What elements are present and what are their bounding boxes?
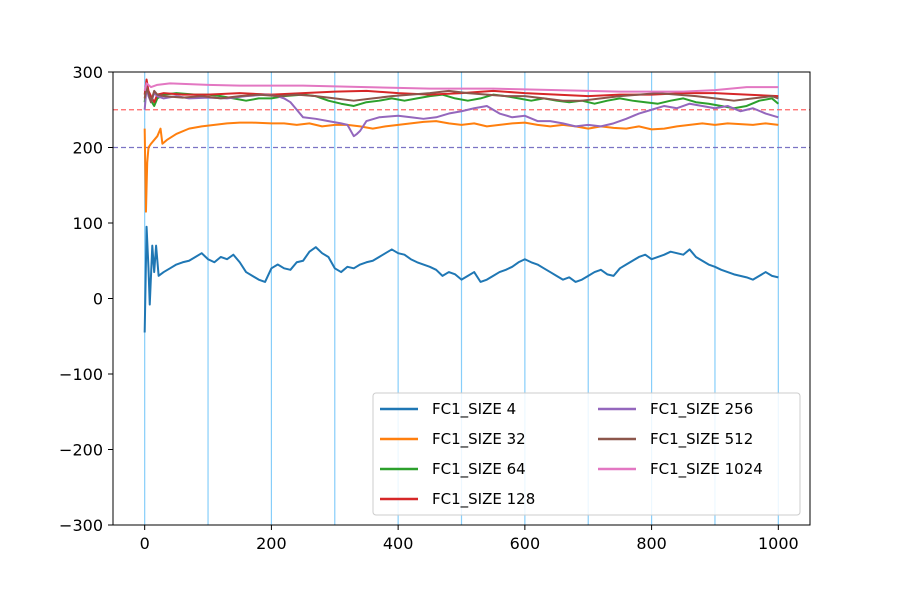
legend-label: FC1_SIZE 4 — [432, 400, 516, 419]
legend-label: FC1_SIZE 256 — [650, 400, 753, 419]
series-lines — [143, 78, 779, 333]
y-axis: −300 −200 −100 0 100 200 300 — [59, 63, 113, 535]
x-tick-label: 0 — [140, 534, 150, 553]
y-tick-label: −300 — [59, 516, 103, 535]
series-line — [143, 82, 779, 110]
legend-label: FC1_SIZE 512 — [650, 430, 753, 449]
y-tick-label: 300 — [72, 63, 103, 82]
x-tick-label: 400 — [383, 534, 414, 553]
y-tick-label: −200 — [59, 441, 103, 460]
legend: FC1_SIZE 4 FC1_SIZE 32 FC1_SIZE 64 FC1_SIZE… — [372, 392, 801, 516]
x-tick-label: 1000 — [758, 534, 799, 553]
y-tick-label: 100 — [72, 214, 103, 233]
series-line — [143, 225, 779, 333]
y-tick-label: −100 — [59, 365, 103, 384]
y-tick-label: 200 — [72, 139, 103, 158]
series-line — [143, 82, 779, 93]
legend-label: FC1_SIZE 64 — [432, 460, 526, 479]
legend-box — [372, 392, 801, 516]
horizontal-reference-lines — [113, 109, 810, 149]
x-axis: 0 200 400 600 800 1000 — [140, 525, 799, 553]
x-tick-label: 200 — [256, 534, 287, 553]
legend-label: FC1_SIZE 1024 — [650, 460, 763, 479]
y-tick-label: 0 — [93, 290, 103, 309]
x-tick-label: 600 — [510, 534, 541, 553]
legend-label: FC1_SIZE 32 — [432, 430, 526, 449]
series-line — [143, 120, 779, 213]
series-line — [143, 86, 779, 104]
x-tick-label: 800 — [636, 534, 667, 553]
legend-label: FC1_SIZE 128 — [432, 490, 535, 509]
